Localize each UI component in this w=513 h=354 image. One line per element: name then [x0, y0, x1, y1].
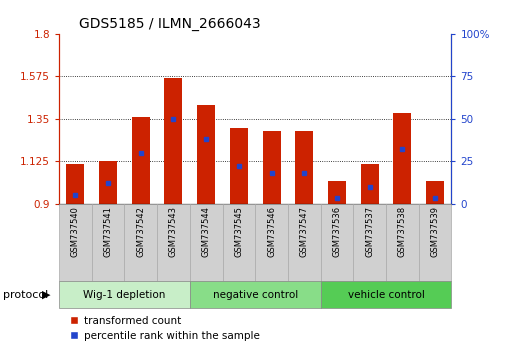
Text: Wig-1 depletion: Wig-1 depletion — [83, 290, 166, 300]
Legend: transformed count, percentile rank within the sample: transformed count, percentile rank withi… — [64, 312, 264, 345]
Text: GSM737536: GSM737536 — [332, 206, 342, 257]
Bar — [361, 164, 379, 204]
Bar — [426, 181, 444, 204]
Bar — [288, 204, 321, 281]
Bar — [230, 128, 248, 204]
Bar — [328, 181, 346, 204]
Text: GSM737538: GSM737538 — [398, 206, 407, 257]
Bar — [353, 204, 386, 281]
Bar — [393, 113, 411, 204]
Text: negative control: negative control — [212, 290, 298, 300]
Text: GSM737539: GSM737539 — [430, 206, 440, 257]
Text: GSM737544: GSM737544 — [202, 206, 211, 257]
Bar — [190, 204, 223, 281]
Bar — [223, 204, 255, 281]
Text: GSM737546: GSM737546 — [267, 206, 276, 257]
Text: GDS5185 / ILMN_2666043: GDS5185 / ILMN_2666043 — [78, 17, 260, 31]
Text: GSM737543: GSM737543 — [169, 206, 178, 257]
Bar — [321, 281, 451, 308]
Bar — [263, 131, 281, 204]
Text: GSM737545: GSM737545 — [234, 206, 243, 257]
Bar — [295, 131, 313, 204]
Bar — [165, 78, 183, 204]
Bar — [92, 204, 125, 281]
Bar — [321, 204, 353, 281]
Text: GSM737537: GSM737537 — [365, 206, 374, 257]
Bar — [59, 204, 92, 281]
Text: GSM737547: GSM737547 — [300, 206, 309, 257]
Bar — [386, 204, 419, 281]
Bar — [99, 161, 117, 204]
Text: protocol: protocol — [3, 290, 48, 300]
Text: vehicle control: vehicle control — [348, 290, 424, 300]
Bar — [59, 281, 190, 308]
Text: GSM737540: GSM737540 — [71, 206, 80, 257]
Text: GSM737541: GSM737541 — [104, 206, 112, 257]
Bar — [157, 204, 190, 281]
Bar — [197, 105, 215, 204]
Text: GSM737542: GSM737542 — [136, 206, 145, 257]
Bar — [419, 204, 451, 281]
Bar — [255, 204, 288, 281]
Bar — [124, 204, 157, 281]
Text: ▶: ▶ — [42, 290, 50, 300]
Bar — [66, 164, 84, 204]
Bar — [132, 117, 150, 204]
Bar — [190, 281, 321, 308]
